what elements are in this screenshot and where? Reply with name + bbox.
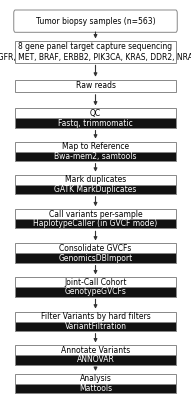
Text: Annotate Variants: Annotate Variants <box>61 346 130 355</box>
Text: Mark duplicates: Mark duplicates <box>65 175 126 184</box>
Text: Joint-Call Cohort: Joint-Call Cohort <box>64 278 127 287</box>
Bar <box>15 384 176 393</box>
Text: Filter Variants by hard filters: Filter Variants by hard filters <box>41 312 150 321</box>
Text: HaplotypeCaller (in GVCF mode): HaplotypeCaller (in GVCF mode) <box>33 219 158 228</box>
Bar <box>15 277 176 287</box>
Text: Bwa-mem2, samtools: Bwa-mem2, samtools <box>54 152 137 161</box>
Text: Map to Reference: Map to Reference <box>62 142 129 151</box>
Bar <box>15 175 176 185</box>
Text: VariantFiltration: VariantFiltration <box>65 322 126 331</box>
Bar <box>15 219 176 228</box>
Bar <box>15 185 176 194</box>
Bar <box>15 345 176 355</box>
Bar <box>15 355 176 365</box>
Bar <box>15 312 176 322</box>
Bar <box>15 322 176 331</box>
Bar <box>15 374 176 384</box>
Text: ANNOVAR: ANNOVAR <box>77 356 114 364</box>
Bar <box>15 287 176 296</box>
Text: Tumor biopsy samples (n=563): Tumor biopsy samples (n=563) <box>36 17 155 26</box>
Text: Raw reads: Raw reads <box>75 81 116 90</box>
Bar <box>15 244 176 254</box>
Bar <box>15 254 176 263</box>
Text: 8 gene panel target capture sequencing
EGFR, MET, BRAF, ERBB2, PIK3CA, KRAS, DDR: 8 gene panel target capture sequencing E… <box>0 42 191 62</box>
Text: Call variants per-sample: Call variants per-sample <box>49 210 142 219</box>
Bar <box>15 142 176 152</box>
Bar <box>15 209 176 219</box>
FancyBboxPatch shape <box>14 10 177 32</box>
Bar <box>15 152 176 161</box>
Text: Mattools: Mattools <box>79 384 112 393</box>
Text: GATK MarkDuplicates: GATK MarkDuplicates <box>54 185 137 194</box>
Bar <box>15 108 176 118</box>
Bar <box>15 80 176 92</box>
Text: QC: QC <box>90 109 101 118</box>
Text: Fastq, trimmomatic: Fastq, trimmomatic <box>58 118 133 128</box>
Text: GenomicsDBImport: GenomicsDBImport <box>58 254 133 262</box>
Bar <box>15 118 176 128</box>
Text: GenotypeGVCFs: GenotypeGVCFs <box>65 288 126 296</box>
Bar <box>15 41 176 62</box>
Text: Analysis: Analysis <box>80 374 111 383</box>
Text: Consolidate GVCFs: Consolidate GVCFs <box>59 244 132 253</box>
